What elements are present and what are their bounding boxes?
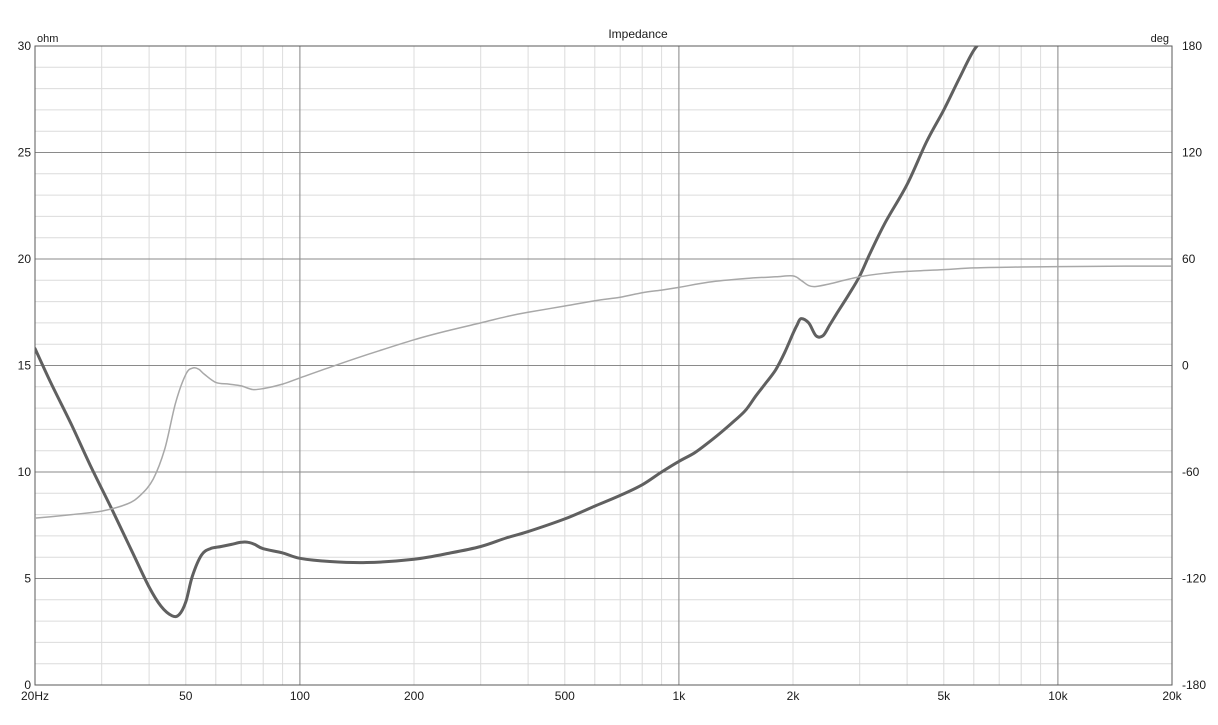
x-tick-label: 2k [787,689,801,703]
impedance-phase-line [35,265,1172,519]
x-tick-label: 200 [404,689,424,703]
plot-frame [34,45,1173,686]
impedance-magnitude-line [35,46,979,619]
major-grid [35,46,1172,685]
x-tick-label: 100 [290,689,310,703]
left-axis-unit: ohm [37,33,58,45]
x-tick-label: 500 [555,689,575,703]
left-y-tick-labels: 0 5 10 15 20 25 30 [18,39,32,692]
x-tick-label: 10k [1048,689,1068,703]
chart-title: Impedance [608,27,668,41]
right-y-tick-label: -120 [1182,572,1206,586]
right-y-tick-label: 60 [1182,252,1196,266]
right-y-tick-label: 0 [1182,359,1189,373]
labels-layer: Impedance ohm deg [37,27,1169,45]
x-tick-label: 50 [179,689,193,703]
x-tick-label: 20Hz [21,689,49,703]
right-y-tick-label: 180 [1182,39,1202,53]
left-y-tick-label: 5 [24,572,31,586]
left-y-tick-label: 25 [18,146,32,160]
left-y-tick-label: 10 [18,465,32,479]
left-y-tick-label: 15 [18,359,32,373]
right-y-tick-label: 120 [1182,146,1202,160]
right-y-tick-label: -180 [1182,678,1206,692]
left-y-tick-label: 30 [18,39,32,53]
x-tick-labels: 20Hz 50 100 200 500 1k 2k 5k 10k 20k [21,689,1183,703]
x-tick-label: 20k [1162,689,1182,703]
x-tick-label: 5k [937,689,951,703]
left-y-tick-label: 20 [18,252,32,266]
right-y-tick-label: -60 [1182,465,1200,479]
right-axis-unit: deg [1151,33,1169,45]
series-layer [35,46,1172,619]
right-y-tick-labels: -180 -120 -60 0 60 120 180 [1182,39,1206,692]
x-tick-label: 1k [673,689,687,703]
left-y-tick-label: 0 [24,678,31,692]
